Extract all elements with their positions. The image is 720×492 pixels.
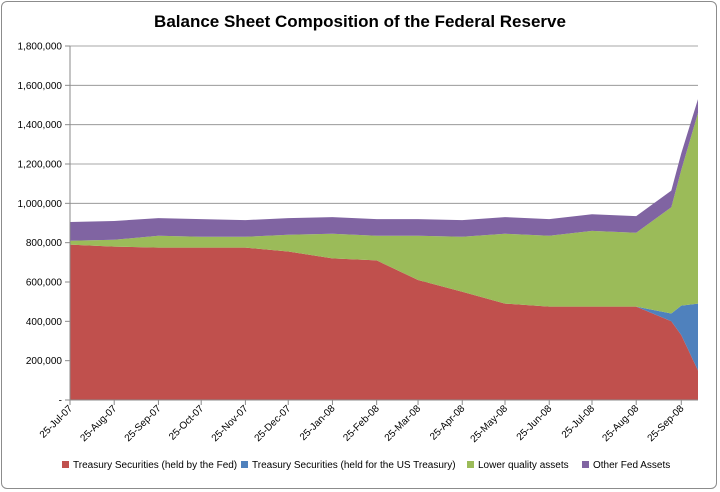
area-lower-quality-assets bbox=[70, 112, 698, 314]
area-treasury-securities-held-by-the-fed bbox=[70, 244, 698, 400]
y-tick-label: 1,800,000 bbox=[18, 42, 63, 53]
legend-swatch bbox=[467, 461, 474, 468]
x-tick-label: 25-Jun-08 bbox=[515, 403, 555, 443]
legend-swatch bbox=[62, 461, 69, 468]
legend-item: Treasury Securities (held for the US Tre… bbox=[241, 460, 456, 471]
legend: Treasury Securities (held by the Fed) Tre… bbox=[62, 460, 670, 471]
x-tick-label: 25-May-08 bbox=[469, 403, 511, 445]
legend-item: Lower quality assets bbox=[467, 460, 569, 471]
x-tick-label: 25-Dec-07 bbox=[253, 403, 294, 444]
legend-label: Treasury Securities (held by the Fed) bbox=[73, 460, 237, 471]
legend-swatch bbox=[241, 461, 248, 468]
x-tick-label: 25-Jul-08 bbox=[560, 403, 598, 441]
area-other-fed-assets bbox=[70, 99, 698, 241]
x-tick-label: 25-Nov-07 bbox=[210, 403, 251, 444]
y-tick-label: 200,000 bbox=[26, 356, 63, 367]
area-series bbox=[70, 99, 698, 400]
x-tick-label: 25-Aug-08 bbox=[601, 403, 642, 444]
x-tick-label: 25-Jan-08 bbox=[298, 403, 338, 443]
legend-label: Treasury Securities (held for the US Tre… bbox=[252, 460, 456, 471]
y-tick-label: 600,000 bbox=[26, 278, 63, 289]
y-tick-label: 1,000,000 bbox=[18, 199, 63, 210]
x-tick-label: 25-Apr-08 bbox=[428, 403, 468, 443]
x-tick-label: 25-Jul-07 bbox=[38, 403, 76, 441]
y-tick-label: 1,400,000 bbox=[18, 120, 63, 131]
y-tick-label: 1,600,000 bbox=[18, 81, 63, 92]
y-tick-label: 1,200,000 bbox=[18, 160, 63, 171]
legend-swatch bbox=[582, 461, 589, 468]
legend-label: Other Fed Assets bbox=[593, 460, 670, 471]
legend-item: Other Fed Assets bbox=[582, 460, 670, 471]
y-tick-label: 400,000 bbox=[26, 317, 63, 328]
y-tick-label: - bbox=[59, 396, 62, 407]
x-tick-label: 25-Sep-08 bbox=[646, 403, 687, 444]
chart-title: Balance Sheet Composition of the Federal… bbox=[154, 12, 566, 31]
legend-label: Lower quality assets bbox=[478, 460, 569, 471]
x-tick-label: 25-Aug-07 bbox=[79, 403, 120, 444]
x-tick-label: 25-Oct-07 bbox=[167, 403, 207, 443]
x-tick-label: 25-Sep-07 bbox=[123, 403, 164, 444]
x-tick-label: 25-Mar-08 bbox=[383, 403, 424, 444]
y-tick-label: 800,000 bbox=[26, 238, 63, 249]
legend-item: Treasury Securities (held by the Fed) bbox=[62, 460, 237, 471]
x-tick-label: 25-Feb-08 bbox=[341, 403, 382, 444]
